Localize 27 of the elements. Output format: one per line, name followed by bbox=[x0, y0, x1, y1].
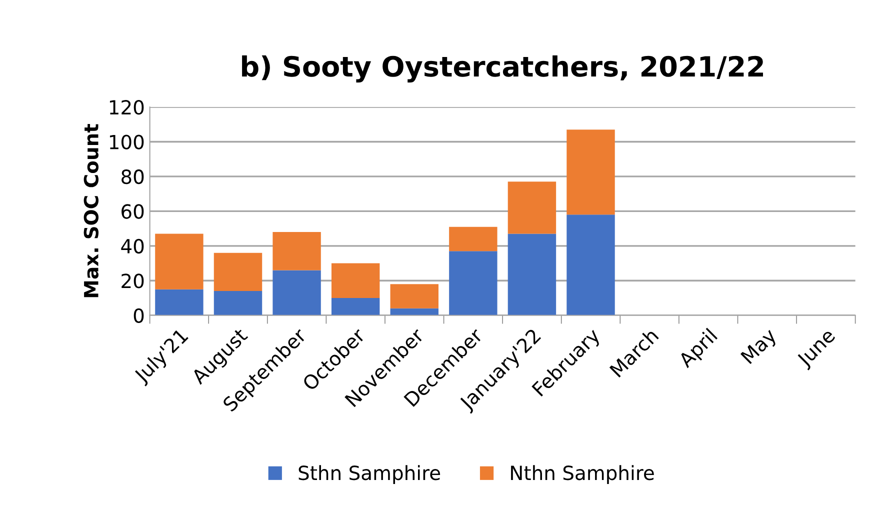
bar bbox=[508, 182, 556, 234]
bar bbox=[449, 226, 498, 252]
bar bbox=[155, 234, 204, 290]
y-tick-label: 40 bbox=[121, 238, 144, 254]
y-tick-label: 60 bbox=[122, 204, 144, 219]
bar bbox=[331, 263, 380, 298]
y-axis-title: Max. SOC Count bbox=[84, 124, 99, 298]
bar bbox=[566, 214, 615, 316]
legend-label: Nthn Samphire bbox=[511, 465, 654, 484]
chart-title: b) Sooty Oystercatchers, 2021/22 bbox=[242, 55, 763, 82]
bar bbox=[449, 251, 498, 316]
y-tick-label: 80 bbox=[122, 169, 144, 184]
bar bbox=[272, 270, 321, 316]
y-tick-label: 20 bbox=[122, 274, 144, 288]
y-tick-label: 0 bbox=[134, 308, 144, 324]
y-tick-label: 120 bbox=[110, 100, 144, 115]
legend-label: Sthn Samphire bbox=[298, 465, 440, 484]
bar bbox=[214, 291, 262, 316]
bar bbox=[566, 130, 615, 215]
y-tick-label: 100 bbox=[110, 134, 144, 150]
bar bbox=[272, 232, 321, 270]
bar bbox=[214, 252, 262, 292]
bar bbox=[390, 308, 438, 316]
bar bbox=[390, 284, 438, 308]
bar bbox=[331, 298, 380, 316]
bar bbox=[155, 289, 204, 316]
bar bbox=[508, 234, 556, 316]
